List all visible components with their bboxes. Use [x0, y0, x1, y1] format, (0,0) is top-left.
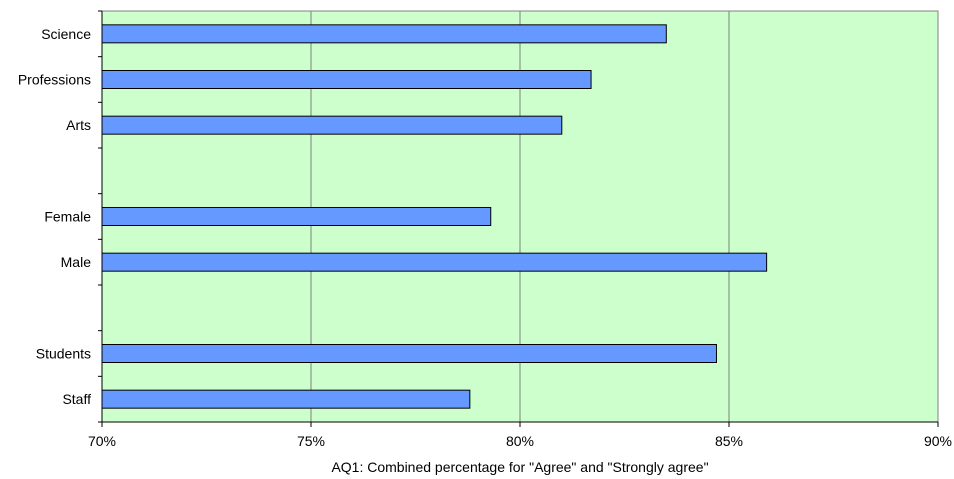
x-tick-label: 80% — [506, 433, 534, 449]
y-tick-label-staff: Staff — [62, 391, 91, 407]
y-tick-label-science: Science — [41, 26, 91, 42]
bar-staff — [101, 389, 471, 409]
bars — [101, 24, 768, 409]
x-tick-label: 75% — [297, 433, 325, 449]
y-tick-label-male: Male — [61, 254, 92, 270]
x-axis: 70% 75% 80% 85% 90% — [88, 421, 952, 449]
x-tick-label: 70% — [88, 433, 116, 449]
y-tick-label-arts: Arts — [66, 117, 91, 133]
bar-arts — [101, 115, 563, 135]
x-tick-label: 85% — [715, 433, 743, 449]
y-tick-label-professions: Professions — [18, 72, 91, 88]
bar-female — [101, 207, 492, 226]
bar-professions — [101, 70, 592, 89]
y-tick-label-female: Female — [44, 209, 91, 225]
y-tick-label-students: Students — [36, 346, 91, 362]
y-axis: Science Professions Arts Female Male Students… — [18, 10, 103, 423]
bar-students — [101, 344, 717, 363]
x-axis-title: AQ1: Combined percentage for "Agree" and… — [331, 459, 708, 475]
x-tick-label: 90% — [924, 433, 952, 449]
bar-science — [101, 24, 667, 44]
bar-male — [101, 252, 768, 272]
